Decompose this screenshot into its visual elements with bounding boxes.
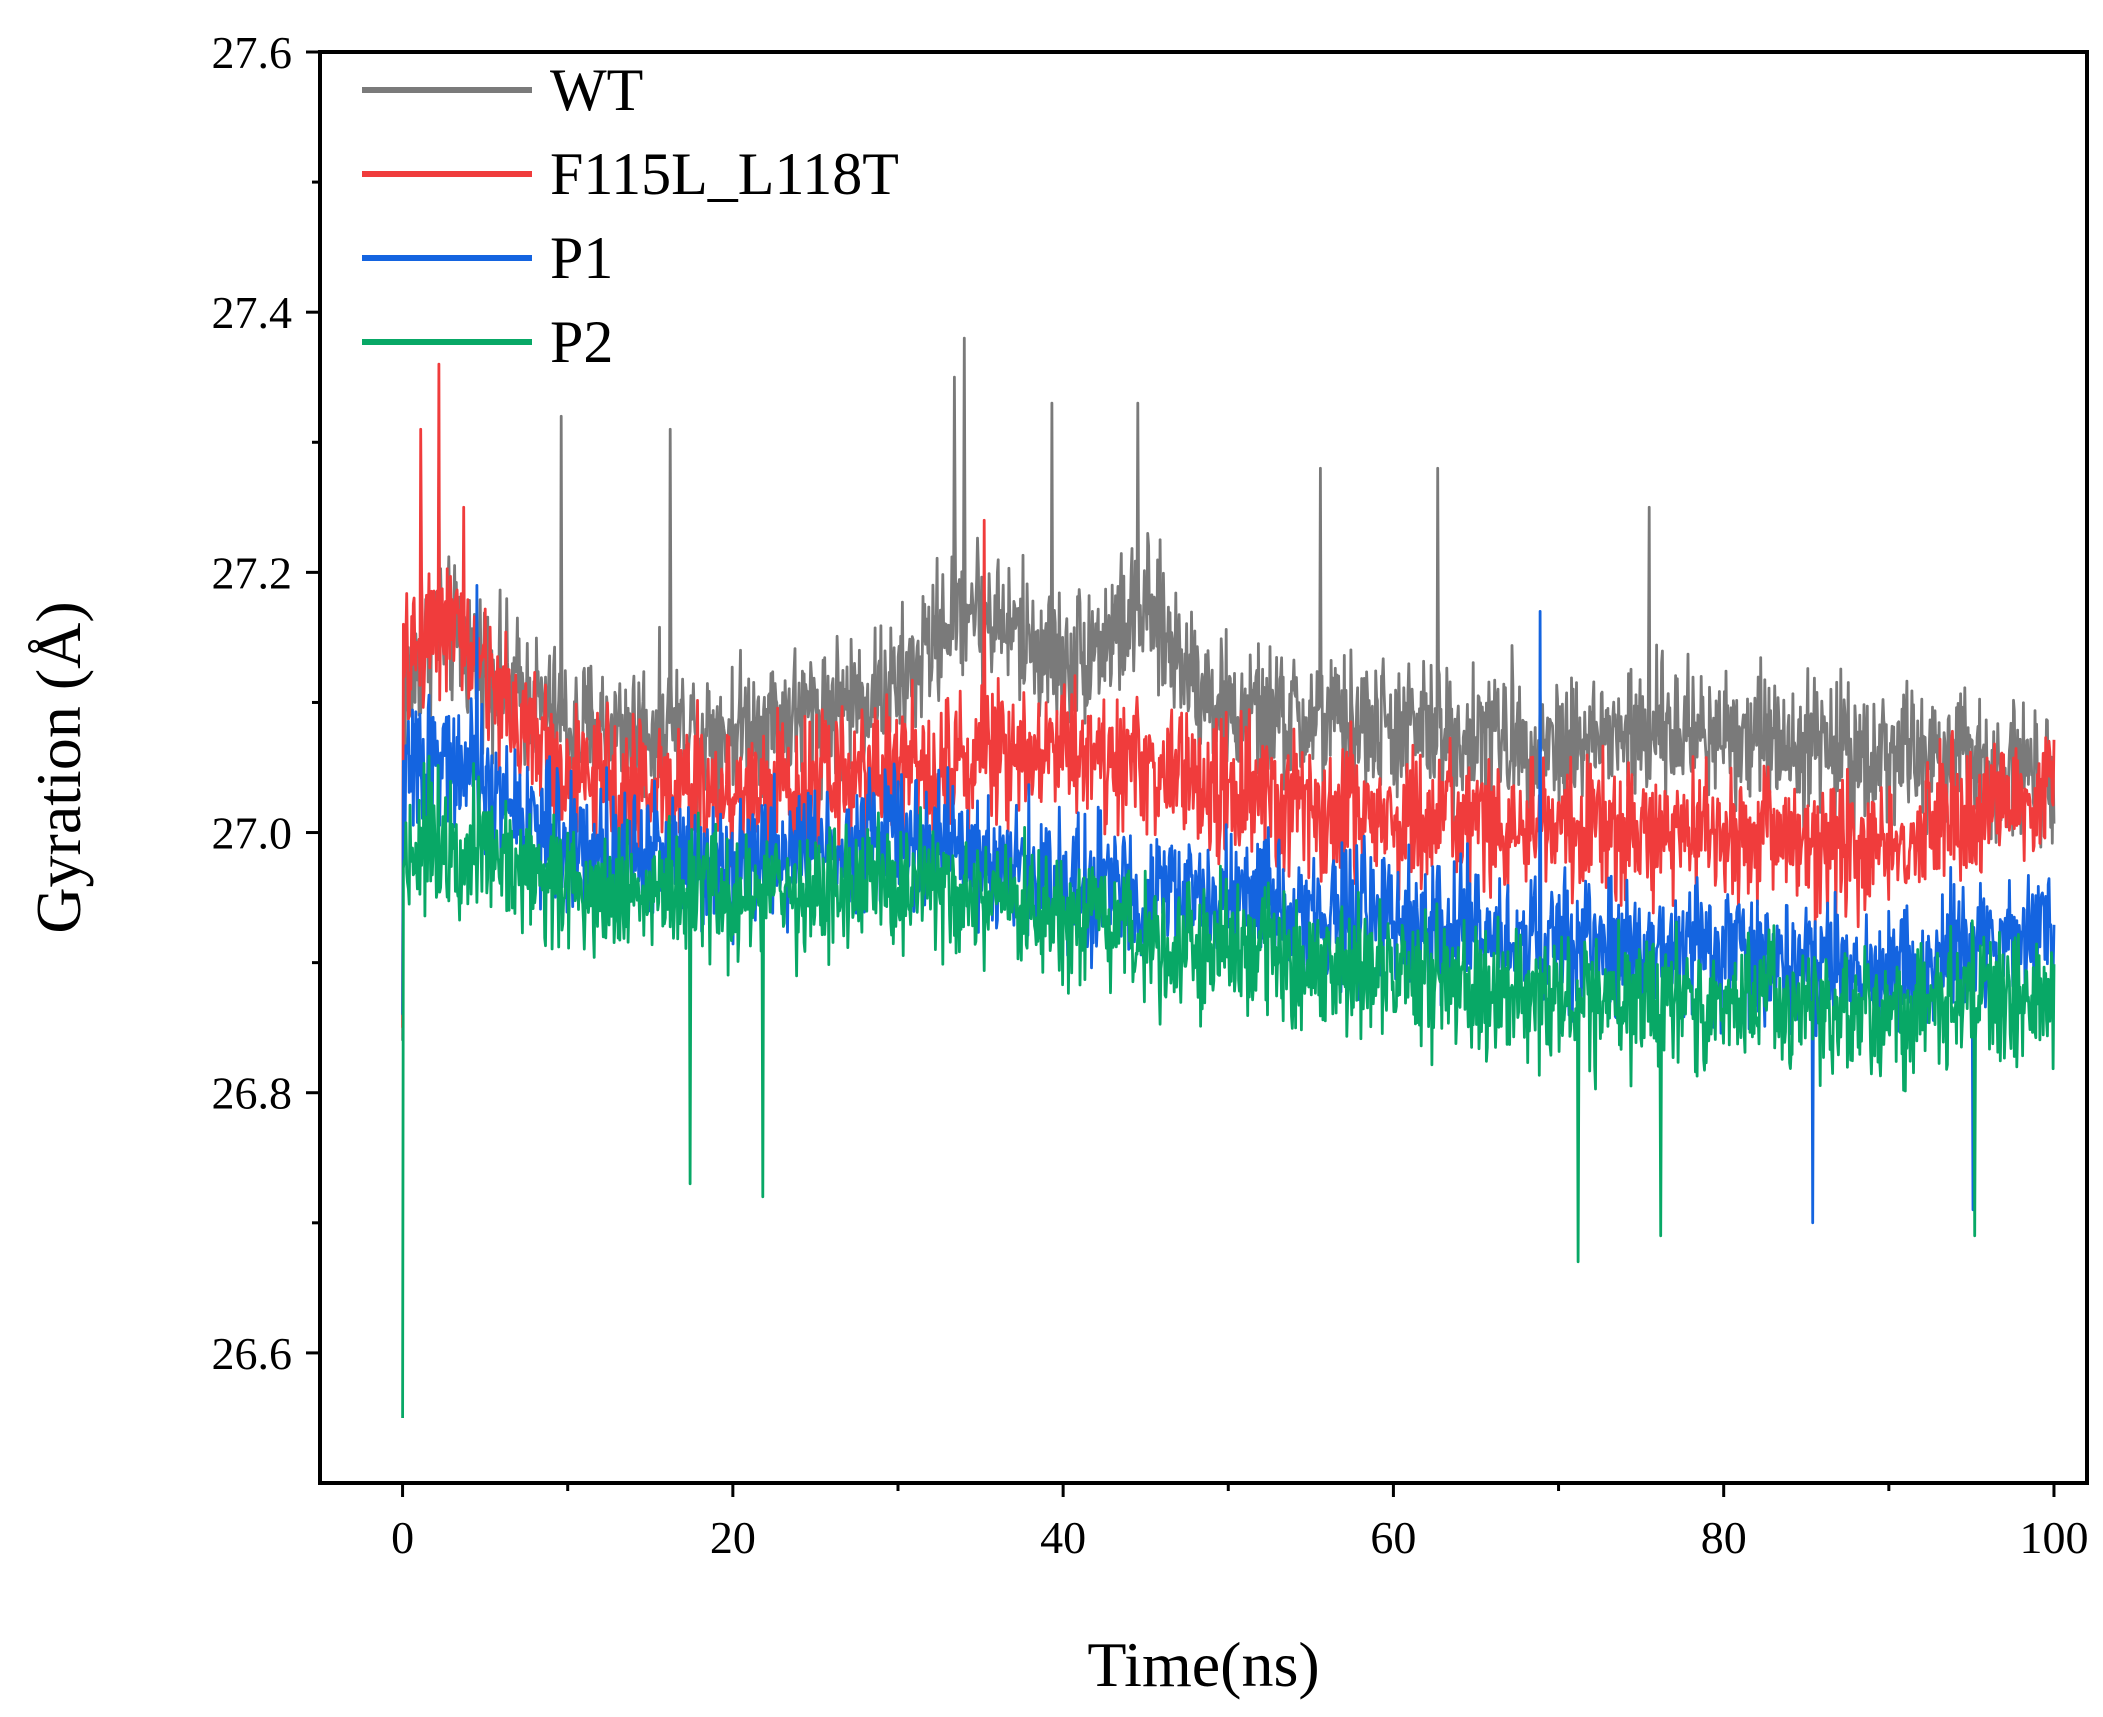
y-tick-label: 27.6 (212, 27, 293, 78)
y-tick-label: 27.0 (212, 808, 293, 859)
y-axis-title: Gyration (Å) (23, 601, 94, 933)
legend-label-wt: WT (550, 57, 643, 123)
x-tick-label: 20 (710, 1512, 756, 1563)
y-tick-label: 26.6 (212, 1328, 293, 1379)
x-axis-title: Time(ns) (1087, 1629, 1319, 1700)
series-line-f115l-l118t (401, 362, 2056, 1028)
y-tick-label: 26.8 (212, 1068, 293, 1119)
series-line-p2 (401, 754, 2056, 1419)
x-tick-label: 60 (1370, 1512, 1416, 1563)
y-tick-label: 27.4 (212, 287, 293, 338)
legend-label-p2: P2 (550, 309, 613, 375)
axis-layer: 0 20 40 60 80 100 26.6 26.8 27.0 27.2 27.4 27.6 (212, 27, 2089, 1563)
legend: WT F115L_L118T P1 P2 (362, 57, 899, 375)
legend-label-p1: P1 (550, 225, 613, 291)
plot-frame (318, 50, 2089, 1485)
series-layer (401, 336, 2056, 1419)
x-tick-label: 40 (1040, 1512, 1086, 1563)
x-tick-label: 0 (391, 1512, 414, 1563)
legend-label-f115l-l118t: F115L_L118T (550, 141, 899, 207)
y-tick-label: 27.2 (212, 547, 293, 598)
x-tick-label: 100 (2019, 1512, 2088, 1563)
x-tick-label: 80 (1701, 1512, 1747, 1563)
